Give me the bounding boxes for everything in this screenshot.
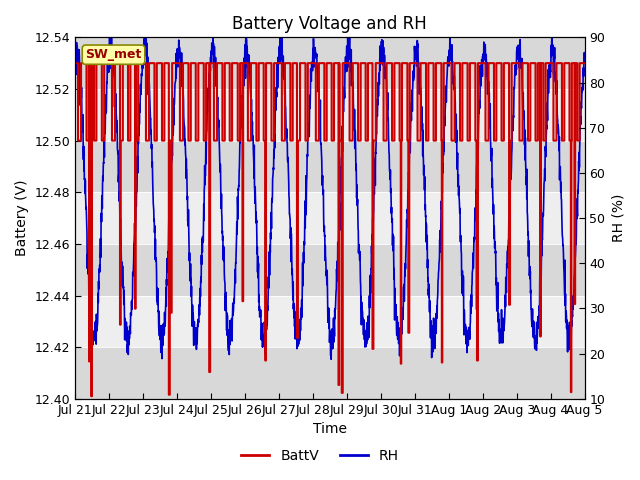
Text: SW_met: SW_met (85, 48, 141, 61)
Bar (75, 89, 584, 141)
Legend: BattV, RH: BattV, RH (236, 443, 404, 468)
Bar (75, 37, 584, 89)
Bar (75, 192, 584, 244)
Title: Battery Voltage and RH: Battery Voltage and RH (232, 15, 428, 33)
Bar (75, 244, 584, 296)
Bar (75, 347, 584, 399)
Y-axis label: RH (%): RH (%) (611, 194, 625, 242)
X-axis label: Time: Time (313, 422, 347, 436)
Bar (75, 296, 584, 347)
Y-axis label: Battery (V): Battery (V) (15, 180, 29, 256)
Bar (75, 141, 584, 192)
